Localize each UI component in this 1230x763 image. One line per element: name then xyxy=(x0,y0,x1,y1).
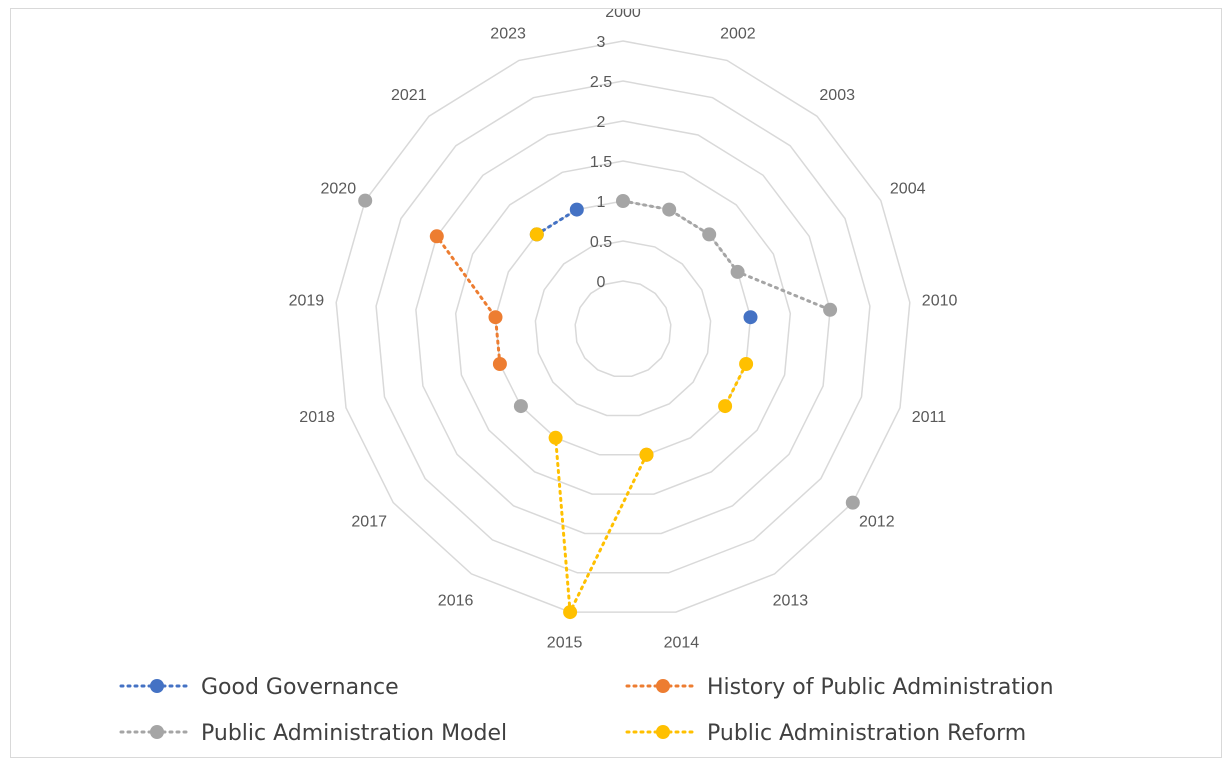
category-label-2017: 2017 xyxy=(351,514,387,531)
grid-ring-1 xyxy=(534,240,712,417)
tick-label-4: 2 xyxy=(597,114,606,131)
data-point-history-of-public-administration-2019 xyxy=(488,310,503,325)
category-label-2023: 2023 xyxy=(490,26,526,43)
grid-ring-5 xyxy=(375,80,871,574)
category-label-2021: 2021 xyxy=(391,87,427,104)
data-point-good-governance-2010 xyxy=(743,310,758,325)
legend-marker-good-governance xyxy=(150,679,164,693)
data-point-public-administration-model-2002 xyxy=(662,202,677,217)
category-labels: 2000200220032004201020112012201320142015… xyxy=(289,9,958,652)
tick-label-6: 3 xyxy=(597,34,606,51)
data-point-public-administration-model-2017 xyxy=(513,399,528,414)
data-point-history-of-public-administration-2018 xyxy=(492,357,507,371)
legend: Good Governance History of Public Adminis… xyxy=(119,675,1054,746)
data-point-public-administration-model-2000 xyxy=(616,194,630,208)
data-point-public-administration-reform-2012 xyxy=(718,399,733,414)
tick-label-3: 1.5 xyxy=(590,154,612,171)
category-label-2020: 2020 xyxy=(321,180,357,197)
tick-label-1: 0.5 xyxy=(590,234,612,251)
legend-label-public-administration-reform: Public Administration Reform xyxy=(707,721,1026,746)
data-point-public-administration-reform-2011 xyxy=(739,357,754,371)
series-line-public-administration-reform xyxy=(723,362,748,408)
category-label-2004: 2004 xyxy=(890,180,926,197)
tick-label-0: 0 xyxy=(597,274,606,291)
tick-label-2: 1 xyxy=(597,194,606,211)
radial-tick-labels: 0 0.5 1 1.5 2 2.5 3 xyxy=(590,34,612,291)
series-lines xyxy=(435,199,832,618)
category-label-2010: 2010 xyxy=(922,293,958,310)
data-point-public-administration-reform-2021 xyxy=(529,227,544,242)
data-point-public-administration-reform-2015 xyxy=(563,605,578,620)
radar-grid xyxy=(335,40,911,613)
data-point-public-administration-reform-2016 xyxy=(548,430,563,445)
data-point-public-administration-model-2004 xyxy=(730,264,745,279)
series-line-good-governance xyxy=(535,208,579,236)
data-point-public-administration-model-2003 xyxy=(702,227,717,242)
category-label-2014: 2014 xyxy=(664,635,700,652)
data-point-history-of-public-administration-2020 xyxy=(429,229,444,244)
legend-label-history-of-public-administration: History of Public Administration xyxy=(707,675,1054,700)
tick-label-5: 2.5 xyxy=(590,74,612,91)
category-label-2013: 2013 xyxy=(773,592,809,609)
category-label-2000: 2000 xyxy=(605,9,641,21)
chart-area: 0 0.5 1 1.5 2 2.5 3 2000 2002 2003 2004 2010 2011 20… xyxy=(10,8,1222,758)
category-label-2011: 2011 xyxy=(912,409,947,426)
legend-label-good-governance: Good Governance xyxy=(201,675,399,700)
series-line-history-of-public-administration xyxy=(435,234,502,366)
data-point-public-administration-reform-2014 xyxy=(639,447,654,462)
category-label-2018: 2018 xyxy=(299,409,335,426)
category-label-2016: 2016 xyxy=(438,592,474,609)
series-points xyxy=(358,193,860,620)
category-label-2019: 2019 xyxy=(289,293,325,310)
legend-marker-history-of-public-administration xyxy=(656,679,670,693)
data-point-public-administration-model-2010 xyxy=(823,302,838,317)
category-label-2003: 2003 xyxy=(819,87,855,104)
legend-marker-public-administration-reform xyxy=(656,725,670,739)
category-label-2015: 2015 xyxy=(547,635,583,652)
grid-ring-0 xyxy=(574,280,672,377)
series-line-public-administration-reform xyxy=(554,436,648,618)
grid-ring-3 xyxy=(454,160,792,495)
data-point-public-administration-model-2020 xyxy=(358,193,373,208)
category-label-2012: 2012 xyxy=(859,514,895,531)
category-label-2002: 2002 xyxy=(720,26,756,43)
grid-ring-4 xyxy=(415,120,831,535)
radar-chart: 0 0.5 1 1.5 2 2.5 3 2000 2002 2003 2004 2010 2011 20… xyxy=(119,9,1054,746)
grid-ring-6 xyxy=(335,40,911,613)
data-point-good-governance-2023 xyxy=(569,202,584,217)
legend-marker-public-administration-model xyxy=(150,725,164,739)
data-point-public-administration-model-2012 xyxy=(845,495,860,510)
legend-label-public-administration-model: Public Administration Model xyxy=(201,721,507,746)
